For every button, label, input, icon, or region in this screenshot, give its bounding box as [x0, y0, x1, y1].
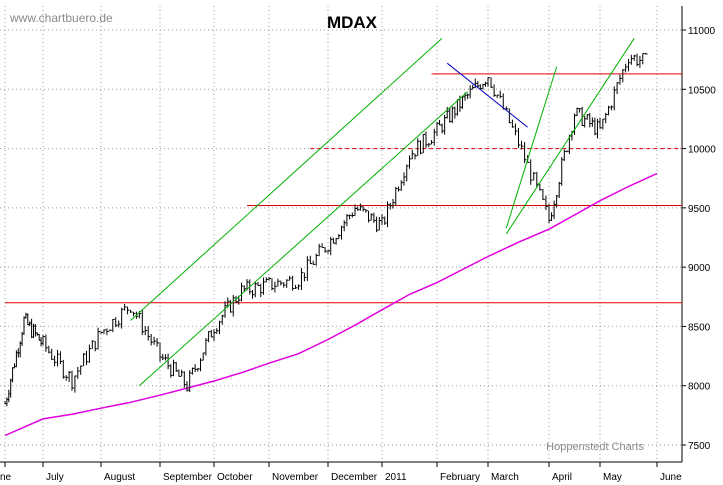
x-tick-label: July: [46, 472, 64, 483]
price-series: [4, 52, 648, 407]
watermark: www.chartbuero.de: [9, 11, 113, 25]
x-tick-label: May: [603, 472, 622, 483]
x-tick-label: ne: [0, 472, 12, 483]
x-tick-label: March: [491, 472, 519, 483]
trend-line: [130, 37, 443, 321]
trend-line: [505, 66, 558, 229]
trend-line: [446, 62, 528, 128]
x-tick-label: September: [163, 472, 213, 483]
y-tick-label: 9000: [688, 263, 711, 274]
x-tick-label: August: [104, 472, 135, 483]
chart-title: MDAX: [327, 13, 378, 32]
x-tick-label: February: [440, 472, 480, 483]
trend-lines: [130, 37, 635, 387]
x-tick-label: November: [272, 472, 319, 483]
y-tick-label: 7500: [688, 441, 711, 452]
y-tick-label: 8000: [688, 382, 711, 393]
y-tick-label: 8500: [688, 322, 711, 333]
moving-average: [4, 172, 658, 437]
x-tick-label: June: [660, 472, 682, 483]
trend-line: [505, 38, 635, 235]
x-axis: ne July August September October November Dece…: [0, 462, 682, 483]
x-tick-label: October: [217, 472, 253, 483]
x-tick-label: December: [331, 472, 378, 483]
x-tick-label: April: [552, 472, 572, 483]
y-tick-label: 11000: [688, 26, 716, 37]
y-tick-label: 10500: [688, 85, 716, 96]
y-axis: 7500 8000 8500 9000 9500 10000 10500 11000: [682, 26, 716, 452]
horizontal-lines: [5, 73, 682, 304]
x-tick-label: 2011: [385, 472, 407, 483]
moving-average-line: [4, 172, 658, 437]
trend-line: [139, 91, 468, 387]
source-note: Hoppenstedt Charts: [546, 441, 644, 453]
y-tick-label: 10000: [688, 145, 716, 156]
y-tick-label: 9500: [688, 204, 711, 215]
